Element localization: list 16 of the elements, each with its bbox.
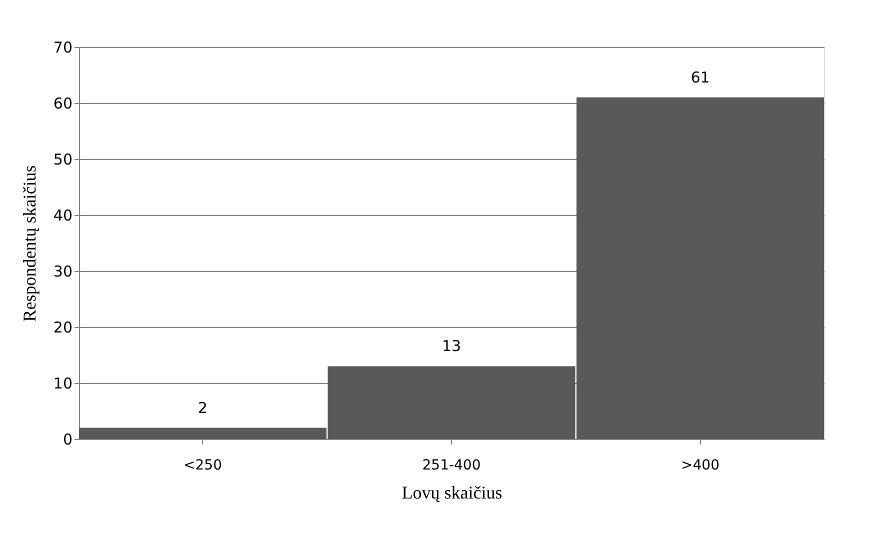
x-tick-label: >400 — [681, 458, 720, 474]
data-label: 13 — [442, 337, 462, 356]
y-tick-label: 50 — [53, 150, 72, 168]
y-tick-label: 70 — [53, 38, 72, 56]
y-tick-label: 10 — [53, 374, 72, 392]
y-tick-label: 30 — [53, 262, 72, 280]
y-tick-label: 60 — [53, 94, 72, 112]
data-label: 61 — [690, 68, 710, 86]
data-label: 2 — [198, 398, 208, 417]
x-tick-label: <250 — [184, 458, 222, 474]
x-axis-title: Lovų skaičius — [402, 482, 502, 502]
y-tick-label: 20 — [53, 318, 72, 336]
x-tick-label: 251-400 — [422, 458, 481, 474]
y-tick-label: 40 — [53, 206, 72, 224]
y-tick-label: 0 — [62, 430, 72, 448]
y-axis-title: Respondentų skaičius — [19, 165, 40, 322]
